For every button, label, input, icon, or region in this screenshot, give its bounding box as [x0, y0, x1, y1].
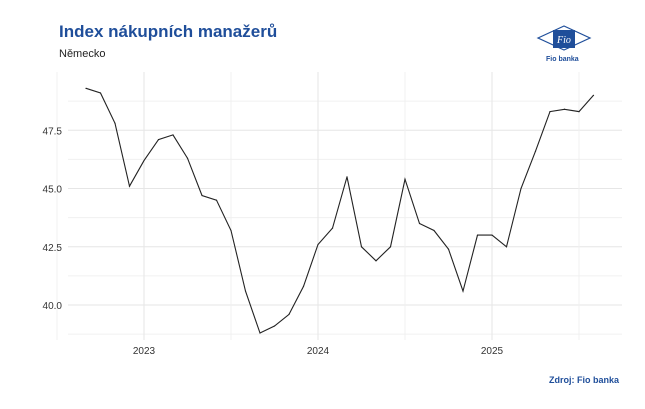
data-point: [563, 108, 566, 110]
x-tick-label: 2025: [481, 346, 504, 357]
data-point: [389, 246, 392, 248]
data-point: [186, 157, 189, 159]
data-point: [404, 178, 406, 180]
data-point: [244, 290, 247, 292]
x-tick-label: 2023: [133, 346, 156, 357]
data-point: [505, 246, 508, 248]
data-point: [462, 290, 464, 292]
source-label: Zdroj: Fio banka: [548, 375, 619, 385]
data-point: [99, 92, 102, 94]
data-point: [331, 227, 334, 229]
chart-grid: [56, 72, 622, 340]
data-point: [230, 229, 232, 232]
logo-text: Fio banka: [546, 56, 579, 63]
data-point: [520, 187, 522, 190]
chart-series: [85, 87, 595, 334]
series-line: [85, 87, 594, 334]
data-point: [288, 313, 290, 315]
data-point: [418, 222, 421, 225]
y-tick-label: 45.0: [43, 185, 63, 196]
data-point: [491, 234, 493, 236]
data-point: [302, 285, 305, 287]
data-point: [549, 111, 551, 113]
data-point: [143, 159, 145, 162]
data-point: [273, 325, 276, 327]
data-point: [534, 150, 537, 152]
data-point: [476, 234, 479, 236]
data-point: [201, 194, 203, 197]
chart-title: Index nákupních manažerů: [59, 22, 278, 41]
x-tick-label: 2024: [307, 346, 330, 357]
y-tick-label: 42.5: [43, 243, 63, 254]
data-point: [128, 185, 131, 187]
data-point: [346, 176, 348, 178]
logo-mark-text: Fio: [556, 35, 571, 46]
data-point: [172, 134, 174, 136]
data-point: [447, 248, 450, 250]
data-point: [578, 111, 580, 113]
data-point: [114, 122, 116, 124]
data-point: [85, 87, 87, 89]
data-point: [317, 243, 319, 246]
data-point: [592, 94, 595, 96]
data-point: [259, 332, 261, 334]
data-point: [157, 138, 160, 141]
data-point: [433, 229, 435, 232]
data-point: [215, 199, 218, 201]
x-axis-ticks: 2023 2024 2025: [133, 346, 504, 357]
y-axis-ticks: 40.0 42.5 45.0 47.5: [43, 126, 63, 312]
data-point: [375, 260, 377, 262]
fio-banka-logo-icon: Fio: [536, 24, 592, 66]
y-tick-label: 47.5: [43, 126, 63, 137]
chart-subtitle: Německo: [59, 48, 106, 60]
y-tick-label: 40.0: [43, 301, 63, 312]
data-point: [360, 246, 363, 248]
